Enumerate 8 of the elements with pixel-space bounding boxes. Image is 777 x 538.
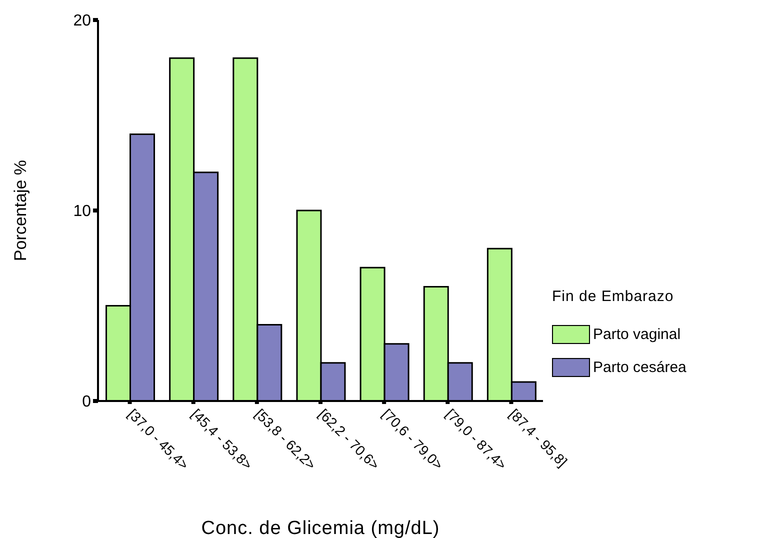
x-axis-title: Conc. de Glicemia (mg/dL) <box>201 518 440 538</box>
legend-label: Parto cesárea <box>593 359 686 376</box>
y-tick-label: 10 <box>73 203 92 220</box>
legend-label: Parto vaginal <box>593 326 681 343</box>
legend-title: Fin de Embarazo <box>552 288 675 305</box>
y-tick-label: 20 <box>73 12 92 30</box>
y-axis-title: Porcentaje % <box>11 160 30 262</box>
y-tick-label: 0 <box>82 394 92 411</box>
